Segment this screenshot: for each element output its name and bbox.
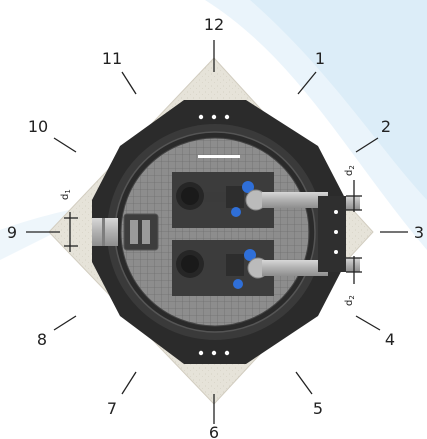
label-7: 7 xyxy=(107,399,117,418)
label-9: 9 xyxy=(7,223,17,242)
label-5: 5 xyxy=(313,399,323,418)
d2-bottom-label: d2 xyxy=(344,295,356,306)
discharge-pipe-top xyxy=(262,192,328,208)
label-11: 11 xyxy=(102,49,122,68)
label-2: 2 xyxy=(381,117,391,136)
outlet-stub-top xyxy=(346,196,360,210)
outlet-flange xyxy=(318,196,346,272)
label-8: 8 xyxy=(37,330,47,349)
outlet-stub-bottom xyxy=(346,258,360,272)
label-10: 10 xyxy=(28,117,48,136)
discharge-pipe-bottom xyxy=(262,260,328,276)
pump-top xyxy=(176,181,267,217)
dimension-d2-bottom: d2 xyxy=(344,256,362,306)
dimension-d1: d1 xyxy=(60,189,78,252)
control-box xyxy=(123,213,159,251)
position-labels: 12 1 2 3 4 5 6 7 8 9 10 11 xyxy=(7,15,424,439)
label-12: 12 xyxy=(204,15,224,34)
top-bolt-holes xyxy=(198,114,230,120)
label-6: 6 xyxy=(209,423,219,439)
d2-top-label: d2 xyxy=(344,165,356,176)
bottom-bolt-holes xyxy=(198,350,230,356)
label-4: 4 xyxy=(385,330,395,349)
label-3: 3 xyxy=(414,223,424,242)
d1-label: d1 xyxy=(60,189,72,200)
lid-handle xyxy=(198,155,240,158)
label-1: 1 xyxy=(315,49,325,68)
dimension-d2-top: d2 xyxy=(344,165,362,212)
